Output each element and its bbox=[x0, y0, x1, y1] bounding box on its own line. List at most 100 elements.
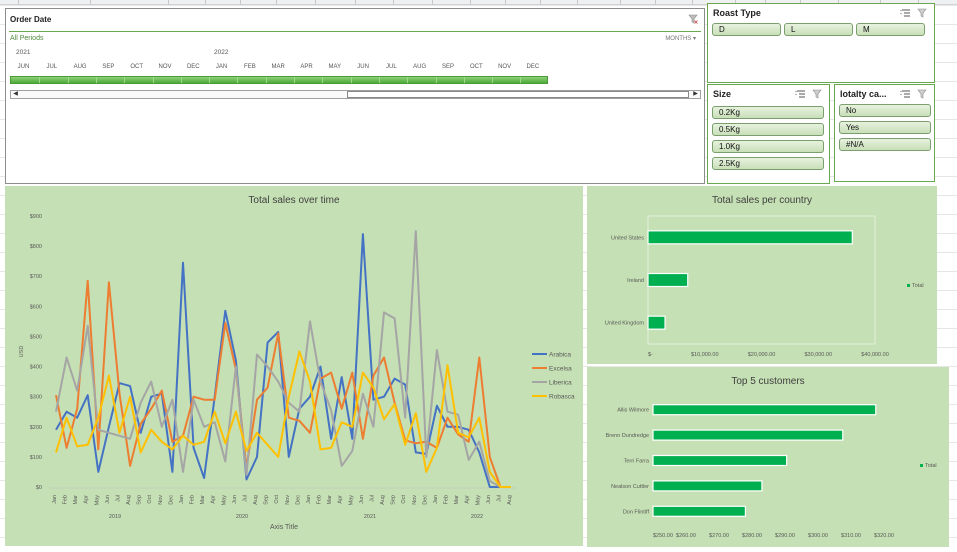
clear-filter-icon[interactable] bbox=[917, 8, 927, 18]
x-tick-label: $- bbox=[648, 352, 653, 358]
x-tick-label: May bbox=[348, 495, 354, 506]
slicer-item-button[interactable]: M bbox=[856, 23, 925, 36]
chevron-down-icon: ▾ bbox=[692, 36, 696, 42]
category-label: United States bbox=[611, 235, 644, 241]
timeline-month-label[interactable]: AUG bbox=[73, 64, 87, 70]
timeline-month-label[interactable]: APR bbox=[300, 64, 313, 70]
timeline-selection-bar[interactable] bbox=[10, 76, 548, 84]
x-tick-label: Aug bbox=[126, 495, 132, 505]
timeline-month-label[interactable]: SEP bbox=[102, 64, 115, 70]
x-tick-label: Sep bbox=[264, 495, 270, 505]
slicer-item-button[interactable]: 2.5Kg bbox=[712, 157, 824, 170]
timeline-month-label[interactable]: SEP bbox=[441, 64, 454, 70]
slicer-item-button[interactable]: #N/A bbox=[839, 138, 931, 151]
time-level-dropdown[interactable]: MONTHS ▾ bbox=[665, 35, 696, 42]
timeline-month-label[interactable]: NOV bbox=[158, 64, 172, 70]
timeline-month-label[interactable]: JUL bbox=[46, 64, 58, 70]
timeline-month-label[interactable]: JUN bbox=[17, 64, 30, 70]
multi-select-icon[interactable] bbox=[900, 9, 911, 17]
x-tick-label: May bbox=[475, 495, 481, 506]
series-line-robasca bbox=[55, 350, 511, 488]
x-tick-label: $300.00 bbox=[808, 533, 828, 539]
x-tick-label: Jun bbox=[232, 495, 238, 504]
legend-label: Excelsa bbox=[549, 366, 572, 373]
bar bbox=[652, 480, 763, 492]
bar bbox=[652, 404, 877, 416]
clear-filter-icon[interactable] bbox=[917, 89, 927, 99]
timeline-month-label[interactable]: NOV bbox=[498, 64, 512, 70]
x-tick-label: Oct bbox=[147, 495, 153, 504]
x-axis-title: Axis Title bbox=[270, 524, 298, 531]
x-tick-label: Dec bbox=[168, 495, 174, 505]
slicer-icons bbox=[795, 89, 822, 99]
slicer-item-button[interactable]: 0.2Kg bbox=[712, 106, 824, 119]
x-tick-label: May bbox=[221, 495, 227, 506]
x-tick-label: Mar bbox=[327, 495, 333, 505]
slicer-item-button[interactable]: L bbox=[784, 23, 853, 36]
year-label: 2020 bbox=[236, 514, 248, 520]
category-label: Nealson Cuttler bbox=[611, 484, 649, 490]
x-tick-label: $20,000.00 bbox=[748, 352, 776, 358]
timeline-month-label[interactable]: FEB bbox=[244, 64, 256, 70]
x-tick-label: Jan bbox=[179, 495, 185, 504]
timeline-month-label[interactable]: OCT bbox=[130, 64, 144, 70]
category-label: Don Flintiff bbox=[623, 509, 650, 515]
x-tick-label: $260.00 bbox=[676, 533, 696, 539]
timeline-scrollbar[interactable]: ◀ ▶ bbox=[10, 90, 701, 99]
y-tick-label: $300 bbox=[30, 395, 42, 401]
timeline-month-label[interactable]: JUL bbox=[386, 64, 397, 70]
x-tick-label: $310.00 bbox=[841, 533, 861, 539]
timeline-month-label[interactable]: JAN bbox=[215, 64, 228, 70]
x-tick-label: Jan bbox=[433, 495, 439, 504]
size-slicer[interactable]: Size 0.2Kg 0.5Kg 1.0Kg 2.5Kg bbox=[707, 84, 830, 184]
x-tick-label: Apr bbox=[84, 495, 90, 504]
bar bbox=[652, 454, 788, 467]
scroll-thumb[interactable] bbox=[347, 91, 689, 98]
loyalty-card-slicer[interactable]: lotalty ca... No Yes #N/A bbox=[834, 84, 935, 182]
year-label: 2019 bbox=[109, 514, 121, 520]
x-tick-label: Jan bbox=[306, 495, 312, 504]
timeline-month-label[interactable]: AUG bbox=[413, 64, 427, 70]
slicer-item-button[interactable]: 0.5Kg bbox=[712, 123, 824, 136]
scroll-right-arrow-icon[interactable]: ▶ bbox=[693, 91, 698, 97]
slicer-item-button[interactable]: 1.0Kg bbox=[712, 140, 824, 153]
slicer-item-button[interactable]: Yes bbox=[839, 121, 931, 134]
scroll-left-arrow-icon[interactable]: ◀ bbox=[13, 91, 18, 97]
customers-bar-chart-svg: Top 5 customers Allis Wilmore Brenn Dundre… bbox=[606, 376, 937, 539]
chart-title: Total sales over time bbox=[248, 195, 340, 206]
bar bbox=[647, 315, 666, 330]
total-sales-per-country-chart[interactable]: Total sales per country United States Irel… bbox=[587, 186, 937, 364]
order-date-timeline[interactable]: Order Date All Periods MONTHS ▾ 2021 2022… bbox=[5, 8, 705, 184]
timeline-month-label[interactable]: JUN bbox=[357, 64, 369, 70]
timeline-month-label[interactable]: MAR bbox=[271, 64, 285, 70]
x-tick-label: Aug bbox=[507, 495, 513, 505]
x-tick-label: Sep bbox=[137, 495, 143, 505]
total-sales-over-time-chart[interactable]: Total sales over time $0 $100 $200 $300 $400 $… bbox=[5, 186, 583, 546]
year-label: 2021 bbox=[364, 514, 376, 520]
timeline-month-label[interactable]: DEC bbox=[186, 64, 200, 70]
multi-select-icon[interactable] bbox=[795, 90, 806, 98]
x-tick-label: Jun bbox=[359, 495, 365, 504]
timeline-title: Order Date bbox=[10, 15, 52, 24]
x-tick-label: Apr bbox=[338, 495, 344, 504]
x-tick-label: Mar bbox=[200, 495, 206, 505]
x-tick-label: $40,000.00 bbox=[861, 352, 889, 358]
column-header-strip bbox=[0, 0, 957, 5]
slicer-item-button[interactable]: D bbox=[712, 23, 781, 36]
chart-title: Top 5 customers bbox=[731, 376, 804, 387]
x-tick-label: May bbox=[94, 495, 100, 506]
timeline-month-label[interactable]: MAY bbox=[328, 64, 342, 70]
top-5-customers-chart[interactable]: Top 5 customers Allis Wilmore Brenn Dundre… bbox=[587, 367, 949, 547]
clear-filter-icon[interactable] bbox=[812, 89, 822, 99]
legend-label: Total bbox=[912, 283, 924, 289]
slicer-title: Roast Type bbox=[713, 8, 761, 18]
clear-filter-icon[interactable] bbox=[688, 14, 698, 24]
timeline-year-label: 2021 bbox=[16, 49, 31, 56]
timeline-month-label[interactable]: OCT bbox=[469, 64, 483, 70]
slicer-item-button[interactable]: No bbox=[839, 104, 931, 117]
x-tick-label: $30,000.00 bbox=[804, 352, 832, 358]
timeline-month-label[interactable]: DEC bbox=[526, 64, 540, 70]
x-tick-label: Aug bbox=[253, 495, 259, 505]
multi-select-icon[interactable] bbox=[900, 90, 911, 98]
